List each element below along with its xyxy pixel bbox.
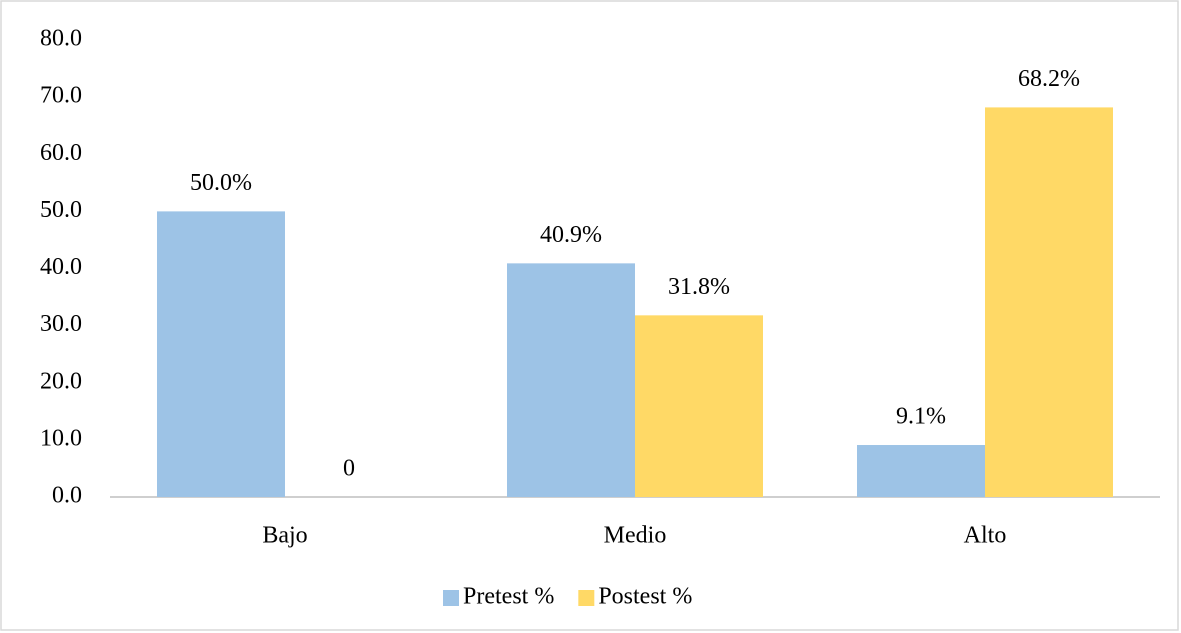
bar (857, 445, 985, 497)
y-tick-label: 60.0 (40, 140, 82, 166)
data-label: 40.9% (540, 222, 602, 248)
data-label: 68.2% (1018, 66, 1080, 92)
y-tick-label: 30.0 (40, 311, 82, 337)
y-tick-label: 20.0 (40, 368, 82, 394)
data-label: 0 (343, 456, 355, 482)
bar (635, 315, 763, 497)
bar (985, 107, 1113, 497)
data-label: 50.0% (190, 170, 252, 196)
data-label: 31.8% (668, 274, 730, 300)
bar (507, 263, 635, 497)
x-tick-label: Medio (604, 523, 667, 549)
y-tick-label: 80.0 (40, 26, 82, 52)
y-tick-label: 10.0 (40, 425, 82, 451)
y-tick-label: 0.0 (52, 483, 82, 509)
y-tick-label: 40.0 (40, 254, 82, 280)
legend-swatch (578, 590, 595, 606)
x-tick-label: Alto (964, 523, 1007, 549)
legend-label: Postest % (598, 584, 692, 610)
x-tick-label: Bajo (262, 523, 307, 549)
bar (157, 211, 285, 497)
legend-label: Pretest % (463, 584, 554, 610)
y-tick-label: 70.0 (40, 83, 82, 109)
data-label: 9.1% (896, 404, 946, 430)
y-tick-label: 50.0 (40, 197, 82, 223)
legend-swatch (443, 590, 459, 606)
